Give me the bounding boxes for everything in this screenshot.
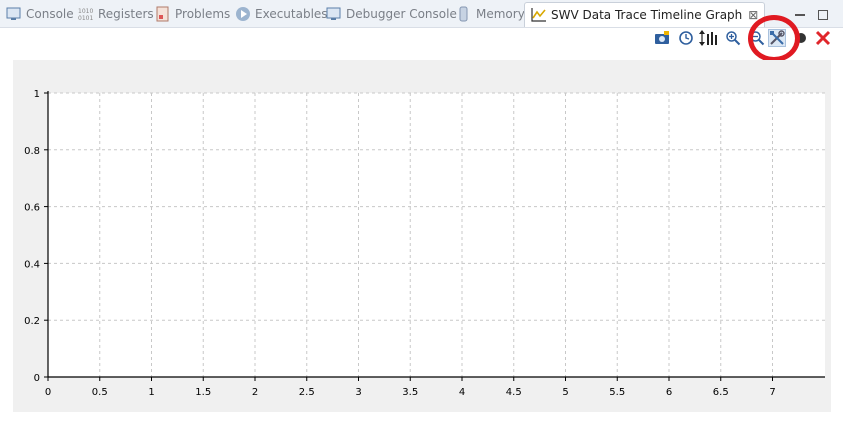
timeline-graph-panel: 0 0.5 1 1.5 2 2.5 3 3.5 4 4.5 5 5.5 6 6.5 7 0 0.2 0.4 0.6 0… [13, 60, 831, 412]
x-tick-label: 6.5 [713, 387, 729, 398]
x-tick-label: 5 [562, 387, 568, 398]
timeline-graph-chart: 0 0.5 1 1.5 2 2.5 3 3.5 4 4.5 5 5.5 6 6.5 7 0 0.2 0.4 0.6 0… [24, 89, 825, 398]
debugger-console-icon [326, 6, 342, 22]
tab-label: Debugger Console [346, 7, 457, 21]
y-tick-label: 0.2 [24, 316, 40, 327]
highlight-circle [748, 15, 800, 62]
tab-label: Executables [255, 7, 328, 21]
view-tab-strip: Console 1010 0101 Registers Problems Exec… [0, 0, 843, 28]
snapshot-camera-icon[interactable] [654, 30, 670, 46]
y-tick-label: 1 [34, 89, 40, 100]
x-tick-label: 6 [666, 387, 672, 398]
remove-icon[interactable] [815, 30, 831, 46]
maximize-icon[interactable] [817, 6, 829, 20]
adjust-y-axis-icon[interactable] [699, 30, 719, 46]
x-tick-label: 5.5 [609, 387, 625, 398]
graph-icon [531, 7, 547, 23]
y-tick-label: 0 [34, 373, 40, 384]
x-tick-label: 4.5 [506, 387, 522, 398]
tab-label: Registers [98, 7, 154, 21]
x-tick-label: 2 [252, 387, 258, 398]
tab-debugger-console[interactable]: Debugger Console [326, 3, 457, 25]
close-tab-icon[interactable]: ⊠ [748, 8, 759, 22]
console-icon [6, 6, 22, 22]
tab-swv-data-trace-timeline-graph[interactable]: SWV Data Trace Timeline Graph ⊠ [524, 2, 766, 27]
x-tick-label: 1.5 [195, 387, 211, 398]
tab-label: Console [26, 7, 74, 21]
y-tick-label: 0.8 [24, 146, 40, 157]
tab-memory[interactable]: Memory [456, 3, 525, 25]
tab-console[interactable]: Console [6, 3, 74, 25]
svg-text:1010: 1010 [78, 8, 93, 15]
problems-icon [155, 6, 171, 22]
tab-label: Problems [175, 7, 231, 21]
memory-icon [456, 6, 472, 22]
minimize-icon[interactable] [794, 6, 806, 18]
x-tick-label: 3.5 [402, 387, 418, 398]
registers-icon: 1010 0101 [78, 6, 94, 22]
x-tick-label: 2.5 [299, 387, 315, 398]
tab-registers[interactable]: 1010 0101 Registers [78, 3, 154, 25]
svg-text:0101: 0101 [78, 15, 93, 22]
x-tick-label: 0.5 [92, 387, 108, 398]
zoom-in-icon[interactable] [725, 30, 741, 46]
x-tick-label: 1 [148, 387, 154, 398]
executables-icon [235, 6, 251, 22]
tab-label: Memory [476, 7, 525, 21]
plot-area [48, 93, 825, 377]
y-tick-label: 0.6 [24, 203, 40, 214]
tab-executables[interactable]: Executables [235, 3, 328, 25]
y-tick-label: 0.4 [24, 259, 40, 270]
tab-problems[interactable]: Problems [155, 3, 230, 25]
tab-label: SWV Data Trace Timeline Graph [551, 8, 743, 22]
x-tick-label: 4 [459, 387, 465, 398]
x-tick-label: 7 [769, 387, 775, 398]
x-tick-label: 0 [45, 387, 51, 398]
x-tick-label: 3 [355, 387, 361, 398]
clock-icon[interactable] [678, 30, 694, 46]
